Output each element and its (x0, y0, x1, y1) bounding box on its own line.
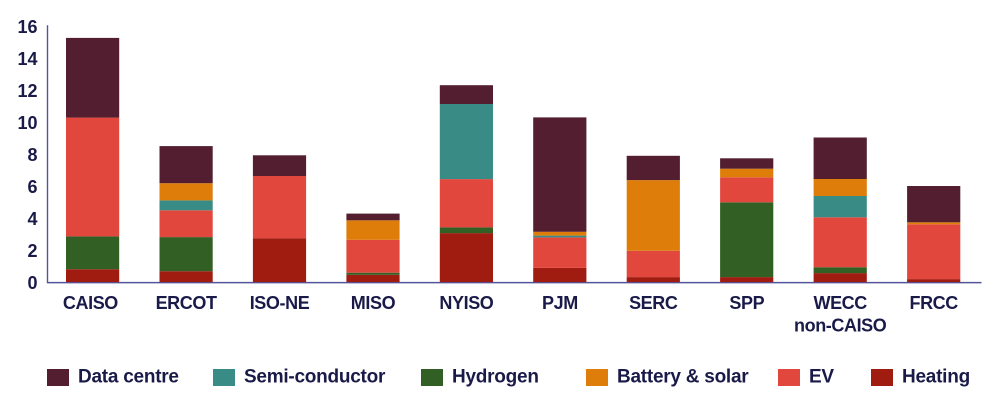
svg-text:14: 14 (17, 49, 37, 69)
svg-text:12: 12 (17, 81, 37, 101)
svg-text:ERCOT: ERCOT (156, 293, 217, 313)
svg-text:6: 6 (27, 177, 37, 197)
svg-text:Heating: Heating (902, 367, 970, 388)
svg-text:NYISO: NYISO (439, 293, 493, 313)
svg-text:MISO: MISO (351, 293, 396, 313)
svg-text:8: 8 (27, 145, 37, 165)
svg-text:WECC: WECC (813, 293, 867, 313)
svg-text:Data centre: Data centre (78, 367, 179, 388)
svg-text:SERC: SERC (629, 293, 678, 313)
svg-text:CAISO: CAISO (63, 293, 118, 313)
svg-text:0: 0 (27, 273, 37, 293)
svg-text:Semi-conductor: Semi-conductor (244, 367, 386, 388)
svg-text:EV: EV (809, 367, 834, 388)
svg-text:16: 16 (17, 17, 37, 37)
svg-text:2: 2 (27, 241, 37, 261)
svg-text:SPP: SPP (729, 293, 764, 313)
svg-text:4: 4 (27, 209, 37, 229)
svg-text:PJM: PJM (542, 293, 578, 313)
svg-text:ISO-NE: ISO-NE (250, 293, 310, 313)
svg-text:FRCC: FRCC (909, 293, 958, 313)
svg-text:non-CAISO: non-CAISO (794, 316, 887, 336)
svg-text:10: 10 (17, 113, 37, 133)
svg-text:Battery & solar: Battery & solar (617, 367, 749, 388)
svg-text:Hydrogen: Hydrogen (452, 367, 539, 388)
